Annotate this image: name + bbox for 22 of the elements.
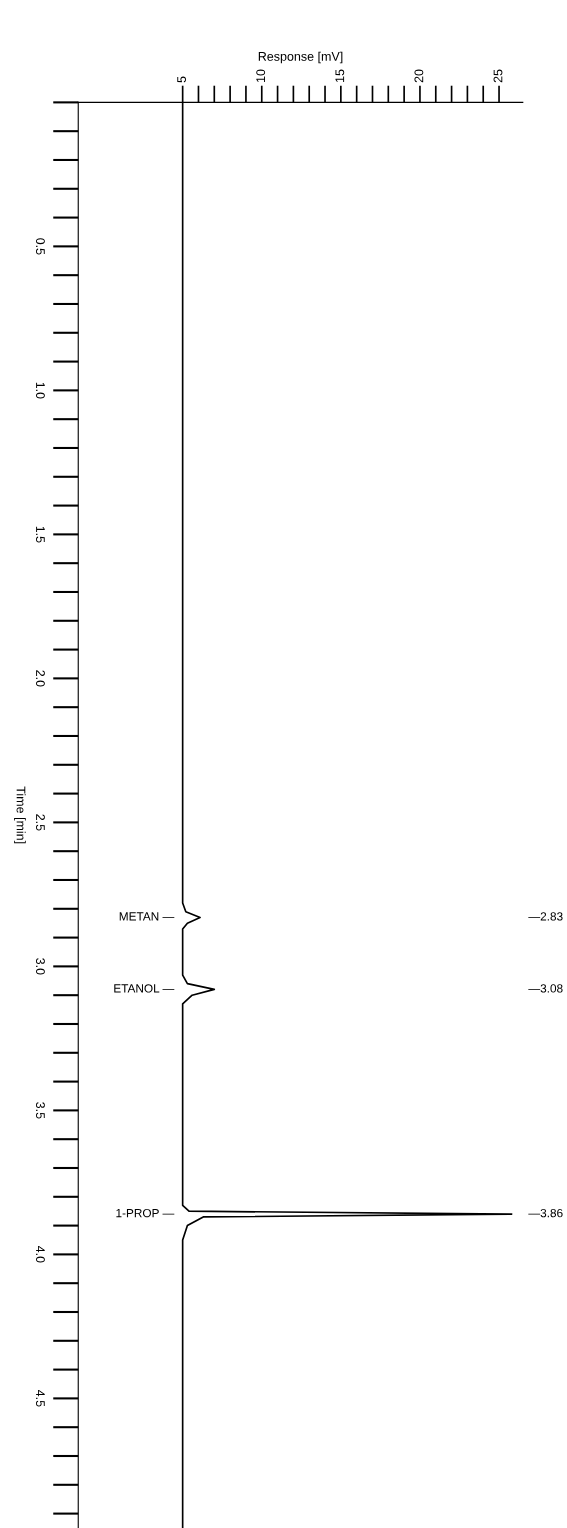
x-tick-label: 25	[493, 69, 503, 83]
text: —3.08	[528, 984, 563, 993]
x-tick-label: 20	[414, 69, 424, 83]
y-tick-label: 3.0	[36, 958, 45, 975]
y-tick-label: 1.5	[36, 526, 45, 543]
x-axis-title: Response [mV]	[258, 51, 343, 64]
y-tick-label: 4.5	[36, 1390, 45, 1407]
y-tick-label: 3.5	[36, 1102, 45, 1119]
y-tick-label: 2.0	[36, 670, 45, 687]
y-tick-label: 0.5	[36, 238, 45, 255]
x-tick-label: 5	[177, 76, 187, 83]
y-tick-label: 2.5	[36, 814, 45, 831]
annotation: ETANOL —	[114, 984, 175, 993]
x-tick-label: 15	[335, 69, 345, 82]
annotation: METAN —	[119, 912, 175, 921]
y-axis-title: Time [min]	[14, 786, 26, 844]
y-tick-label: 1.0	[36, 382, 45, 399]
text: —2.83	[528, 912, 563, 921]
text: —3.86	[528, 1208, 563, 1218]
y-tick-label: 4.0	[36, 1245, 45, 1263]
x-tick-label: 10	[256, 69, 266, 82]
annotation: 1-PROP —	[116, 1208, 175, 1218]
